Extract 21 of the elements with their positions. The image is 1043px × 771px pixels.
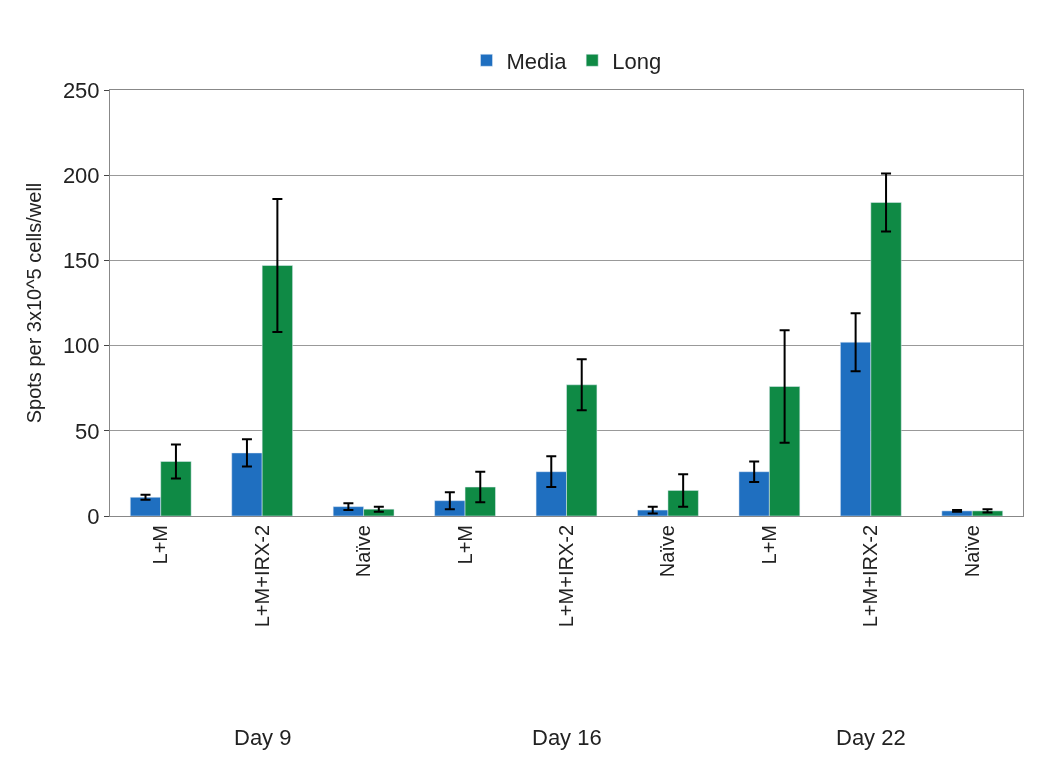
x-tick-label: L+M <box>757 525 780 565</box>
x-tick-label: L+M+IRX-2 <box>859 525 882 628</box>
y-tick-label: 200 <box>62 162 100 188</box>
text: Day 16 <box>532 725 602 750</box>
x-tick-label: Naïve <box>352 525 375 578</box>
text: Day 22 <box>836 725 906 750</box>
y-tick-label: 150 <box>62 248 100 274</box>
legend-label: Media <box>506 48 568 74</box>
x-tick-label: Naïve <box>656 525 679 578</box>
y-axis-title: Spots per 3x10^5 cells/well <box>23 182 46 424</box>
x-tick-label: L+M+IRX-2 <box>250 525 273 628</box>
y-tick-label: 100 <box>62 333 100 359</box>
x-tick-label: L+M <box>149 525 172 565</box>
x-tick-label: L+M+IRX-2 <box>555 525 577 628</box>
y-tick-label: 50 <box>75 418 100 444</box>
text: Day 9 <box>234 725 292 750</box>
x-tick-label: L+M <box>453 525 476 565</box>
x-tick-label: Naïve <box>960 525 983 578</box>
y-tick-label: 250 <box>62 77 100 103</box>
legend-label: Long <box>612 48 662 74</box>
y-tick-label: 0 <box>87 503 100 529</box>
